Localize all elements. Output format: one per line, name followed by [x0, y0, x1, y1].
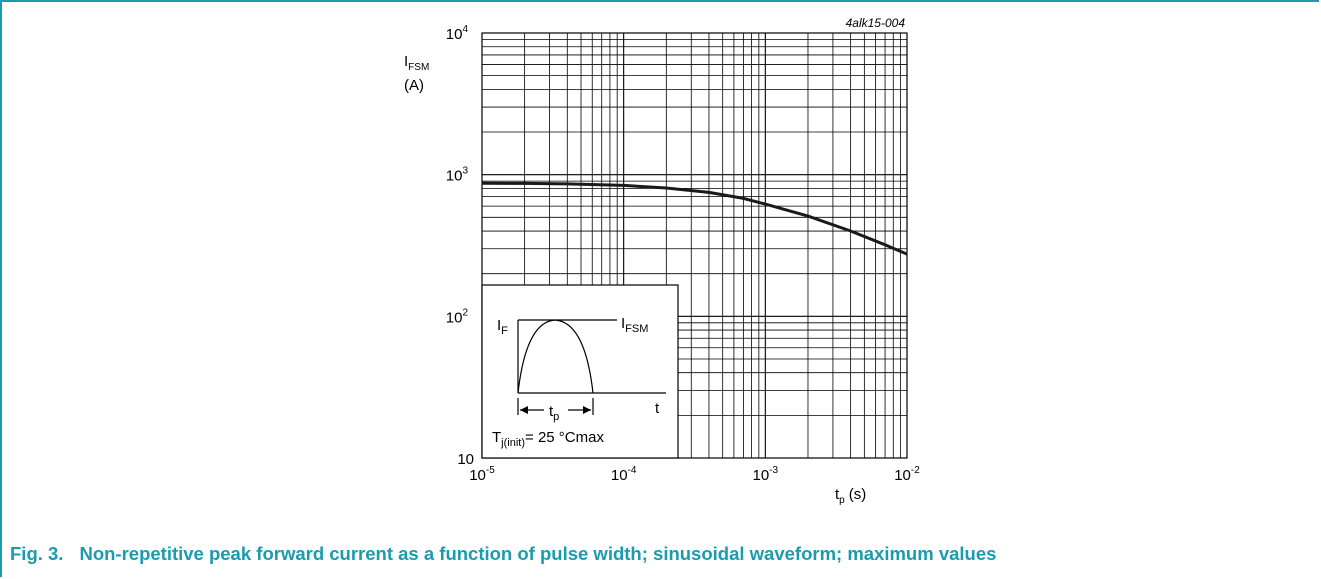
y-tick-label: 102	[446, 307, 469, 326]
x-tick-label: 10-3	[753, 465, 779, 484]
inset-if-label: IF	[497, 317, 508, 337]
inset-half-sine	[517, 319, 594, 394]
inset-diagram: IF IFSM t tp Tj(init)= 25 °Cmax	[481, 284, 679, 459]
inset-tp-left-arrowhead	[520, 406, 528, 414]
y-axis-unit: (A)	[404, 77, 424, 94]
x-tick-label: 10-5	[469, 465, 495, 484]
y-tick-label: 104	[446, 24, 469, 43]
plot-border	[481, 32, 908, 459]
figure-caption-number: Fig. 3.	[10, 543, 64, 564]
y-axis-label: IFSM	[404, 53, 429, 73]
inset-t-label: t	[655, 400, 660, 417]
inset-ifsm-label: IFSM	[621, 315, 648, 335]
x-tick-label: 10-2	[894, 465, 920, 484]
figure-id: 4alk15-004	[846, 16, 906, 30]
y-tick-label: 103	[446, 166, 469, 185]
figure-caption-text: Non-repetitive peak forward current as a…	[79, 543, 997, 564]
figure-caption: Fig. 3. Non-repetitive peak forward curre…	[10, 543, 996, 565]
x-axis-label: tp (s)	[835, 486, 866, 506]
chart: 10-5 10-4 10-3 10-2 10 102 103 104 4alk15-004 I…	[404, 16, 920, 506]
inset-tj-label: Tj(init)= 25 °Cmax	[492, 429, 604, 449]
x-tick-label: 10-4	[611, 465, 637, 484]
inset-box	[481, 284, 679, 459]
tick-labels: 10-5 10-4 10-3 10-2 10 102 103 104	[446, 24, 920, 484]
series-line	[481, 181, 908, 256]
grid	[482, 33, 907, 458]
y-tick-label: 10	[457, 451, 474, 468]
inset-tp-label: tp	[549, 403, 559, 423]
inset-tp-right-arrowhead	[583, 406, 591, 414]
